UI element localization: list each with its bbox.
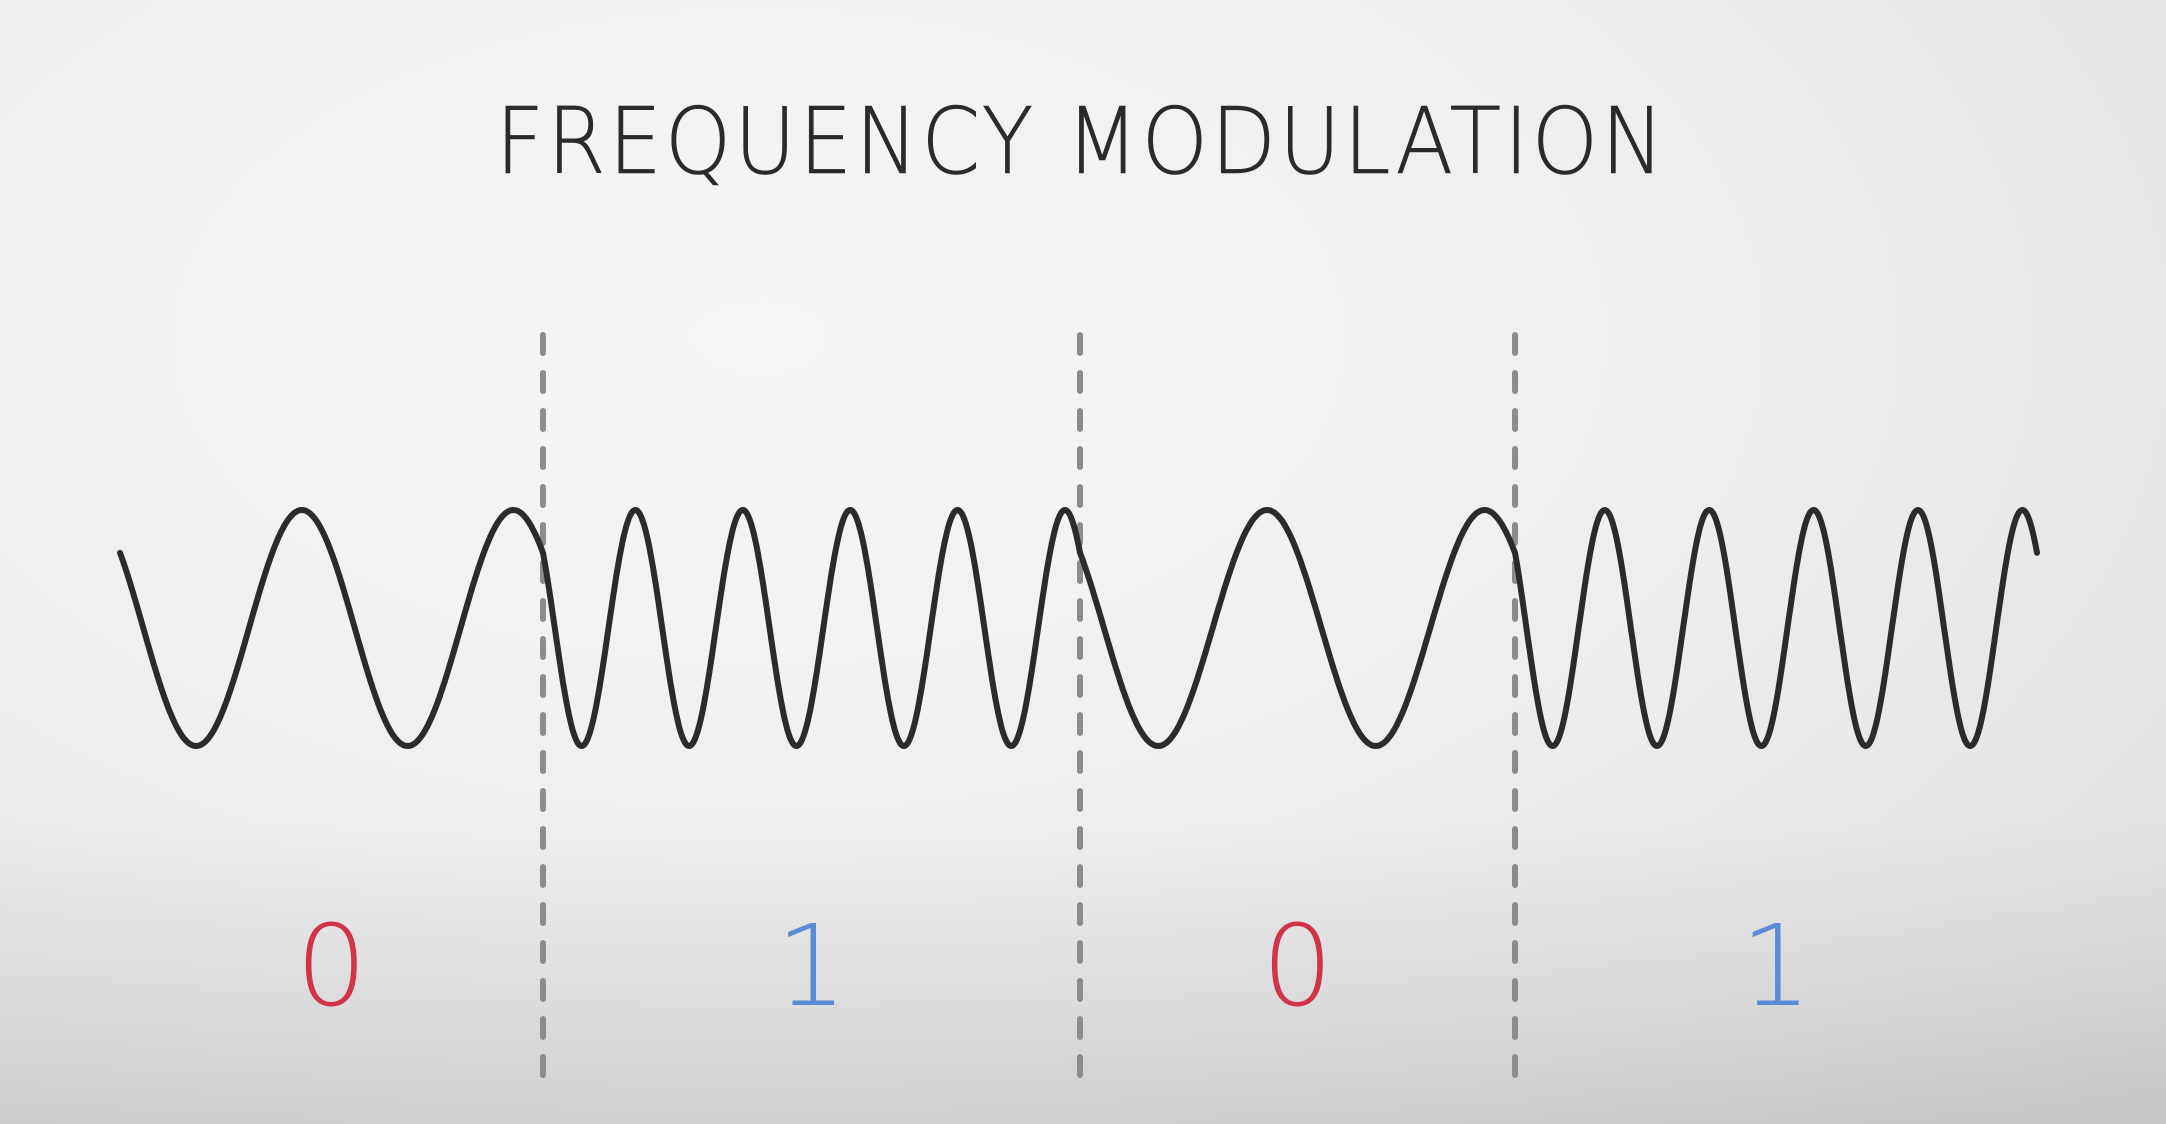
bit-one-label: 1 bbox=[776, 902, 847, 1032]
modulated-waveform bbox=[117, 507, 2040, 749]
diagram-title: FREQUENCY MODULATION bbox=[495, 88, 1668, 196]
segment-dividers bbox=[540, 332, 1518, 1078]
bit-zero-label: 0 bbox=[296, 902, 367, 1032]
bit-zero-label: 0 bbox=[1262, 902, 1333, 1032]
bit-labels: 0 1 0 1 bbox=[296, 902, 1812, 1032]
bit-one-label: 1 bbox=[1740, 902, 1811, 1032]
